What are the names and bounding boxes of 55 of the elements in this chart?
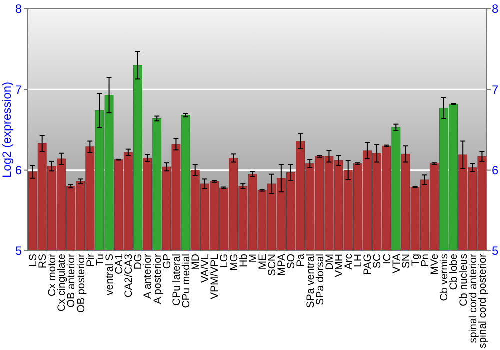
x-tick-label: VPM/VPL <box>209 254 222 300</box>
y2-tick-label: 8 <box>492 2 499 16</box>
x-tick-label: CPu lateral <box>170 254 183 306</box>
x-tick-label: Cb nucleus <box>458 254 470 307</box>
x-tick-label: DM <box>324 254 336 270</box>
x-tick-label: ventral S <box>104 254 116 296</box>
x-tick-label: PAG <box>362 254 374 276</box>
x-tick-label: MG <box>228 254 240 271</box>
x-tick-label: A posterior <box>152 254 164 304</box>
x-tick-label: Cx cingulate <box>56 254 68 312</box>
x-tick-label: SO <box>286 254 298 270</box>
x-tick-label: VMH <box>333 254 346 278</box>
x-tick-label: VA/VL <box>200 254 212 283</box>
x-tick-label: LS <box>27 254 40 267</box>
x-tick-label: RS <box>37 254 50 269</box>
y-axis-title: Log2 (expression) <box>0 82 14 178</box>
x-tick-label: spinal cord posterior <box>476 253 489 349</box>
x-tick-label: CA1 <box>114 254 126 274</box>
x-tick-label: GP <box>161 254 174 270</box>
x-tick-label: Arc <box>343 254 356 270</box>
x-tick-label: A anterior <box>142 254 154 299</box>
x-tick-label: Tg <box>410 254 422 266</box>
x-tick-label: M <box>247 254 260 263</box>
x-tick-label: OB posterior <box>75 254 88 313</box>
x-tick-label: Pa <box>295 254 308 267</box>
x-tick-label: SPa ventral <box>304 254 317 308</box>
y2-tick-label: 5 <box>492 244 499 258</box>
x-tick-label: MPA <box>276 254 288 276</box>
y-tick-label: 8 <box>15 2 22 16</box>
x-tick-label: VTA <box>390 254 403 274</box>
x-tick-label: SPa dorsal <box>314 254 326 306</box>
y-tick-label: 6 <box>15 164 22 178</box>
y2-tick-label: 6 <box>492 164 499 178</box>
x-tick-label: SCN <box>266 254 279 276</box>
x-tick-label: Cb lobe <box>448 254 460 290</box>
x-tick-label: spinal cord anterior <box>467 253 480 344</box>
y-tick-label: 5 <box>15 244 22 258</box>
x-tick-label: SC <box>372 254 384 269</box>
x-tick-label: Pir <box>84 254 97 267</box>
x-tick-label: IC <box>381 254 394 264</box>
x-tick-label: MD <box>190 254 202 270</box>
x-tick-label: MVe <box>429 254 442 276</box>
y2-tick-label: 7 <box>492 82 499 97</box>
x-tick-label: CA2/CA3 <box>123 254 136 298</box>
x-tick-label: OB anterior <box>66 254 78 308</box>
x-tick-label: Tu <box>94 254 106 266</box>
x-tick-label: LG <box>218 254 231 268</box>
x-tick-label: CPu medial <box>180 254 192 308</box>
x-tick-label: ME <box>256 254 269 270</box>
x-tick-label: DG <box>132 254 145 270</box>
x-tick-label: LH <box>352 254 365 268</box>
y-tick-label: 7 <box>15 82 22 97</box>
x-tick-label: Hb <box>238 254 250 268</box>
x-tick-label: Pn <box>420 254 432 267</box>
x-tick-label: SN <box>400 254 412 269</box>
